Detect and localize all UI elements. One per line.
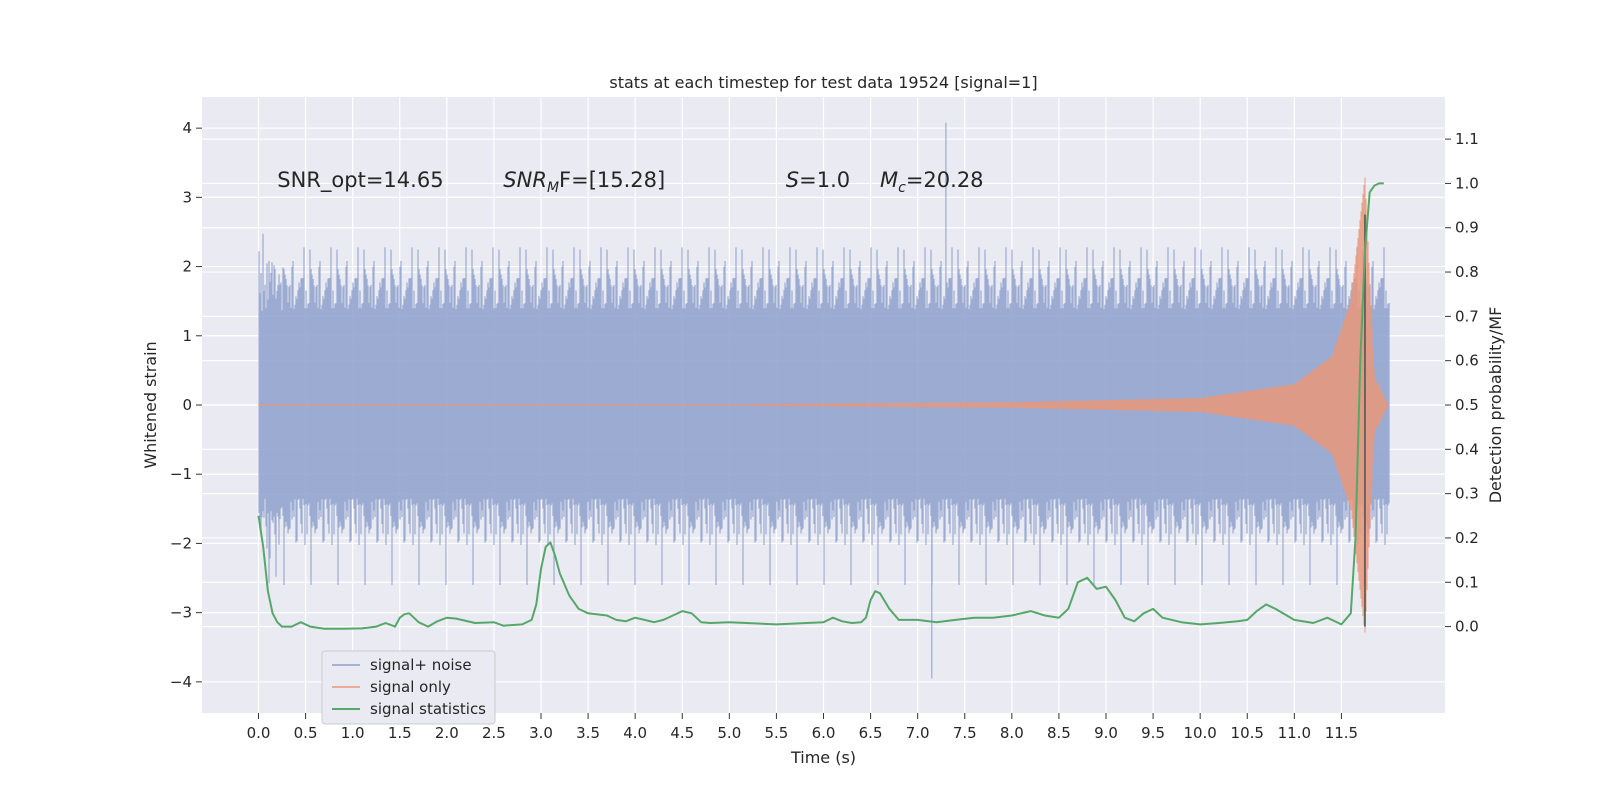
annotations: SNR_opt=14.65 SNRMF=[15.28] S=1.0 Mc=20.…	[277, 168, 983, 196]
x-axis-ticks: 0.0 0.5 1.0 1.5 2.0 2.5 3.0 3.5 4.0 4.5 5.0 5.5 6.0 6…	[247, 713, 1358, 742]
legend-box	[321, 650, 496, 725]
y-left-tick-label: −2	[170, 534, 192, 552]
annotation-mc-sub: c	[898, 180, 906, 196]
series-signal-statistics	[257, 182, 1384, 630]
x-tick-label: 2.5	[482, 724, 506, 742]
x-tick-label: 6.5	[859, 724, 883, 742]
signal-only-trace	[258, 177, 1390, 633]
x-tick-label: 11.0	[1278, 724, 1311, 742]
x-axis-label: Time (s)	[790, 748, 856, 767]
y-left-tick-label: −4	[170, 673, 192, 691]
legend: signal+ noise signal only signal statist…	[321, 650, 496, 725]
y-left-tick-label: 3	[182, 188, 192, 206]
y-left-tick-label: 4	[182, 119, 192, 137]
y-right-tick-label: 0.8	[1455, 263, 1479, 281]
y-left-tick-label: −3	[170, 604, 192, 622]
y-axis-right-label: Detection probability/MF	[1486, 307, 1505, 504]
annotation-snr-mf-sub: M	[547, 180, 559, 196]
y-left-tick-label: 2	[182, 258, 192, 276]
legend-label-signal-only: signal only	[370, 678, 451, 696]
annotation-s-main: S	[786, 168, 799, 192]
y-right-tick-label: 0.2	[1455, 529, 1479, 547]
x-tick-label: 6.0	[812, 724, 836, 742]
legend-label-signal-plus-noise: signal+ noise	[370, 656, 472, 674]
annotation-s-rest: =1.0	[799, 168, 850, 192]
x-tick-label: 7.5	[953, 724, 977, 742]
signal-statistics-line	[257, 182, 1384, 630]
x-tick-label: 0.5	[294, 724, 318, 742]
annotation-s: S=1.0	[786, 168, 850, 192]
x-tick-label: 7.0	[906, 724, 930, 742]
y-left-tick-label: −1	[170, 465, 192, 483]
annotation-mc: Mc=20.28	[880, 168, 984, 196]
x-tick-label: 5.0	[717, 724, 741, 742]
x-tick-label: 10.0	[1183, 724, 1216, 742]
annotation-snr-mf-main: SNR	[503, 168, 547, 192]
annotation-snr-mf-rest: F=[15.28]	[559, 168, 665, 192]
x-tick-label: 3.5	[576, 724, 600, 742]
annotation-snr-mf: SNRMF=[15.28]	[503, 168, 665, 196]
x-tick-label: 9.5	[1141, 724, 1165, 742]
x-tick-label: 8.5	[1047, 724, 1071, 742]
x-tick-label: 0.0	[247, 724, 271, 742]
y-right-tick-label: 0.5	[1455, 396, 1479, 414]
x-tick-label: 4.0	[623, 724, 647, 742]
series-signal-only	[258, 177, 1390, 633]
y-right-tick-label: 0.1	[1455, 573, 1479, 591]
annotation-mc-main: M	[880, 168, 898, 192]
x-tick-label: 1.0	[341, 724, 365, 742]
x-tick-label: 5.5	[764, 724, 788, 742]
y-right-tick-label: 0.0	[1455, 618, 1479, 636]
y-right-tick-label: 0.9	[1455, 219, 1479, 237]
y-axis-left-label: Whitened strain	[141, 341, 160, 468]
y-right-tick-label: 0.6	[1455, 352, 1479, 370]
annotation-mc-rest: =20.28	[906, 168, 984, 192]
x-tick-label: 10.5	[1231, 724, 1264, 742]
x-tick-label: 2.0	[435, 724, 459, 742]
y-left-tick-label: 0	[182, 396, 192, 414]
y-right-tick-label: 0.7	[1455, 307, 1479, 325]
y-axis-right-ticks: 1.1 1.0 0.9 0.8 0.7 0.6 0.5 0.4 0.3 0.2 0.1 0.0	[1445, 130, 1479, 636]
annotation-snr-opt: SNR_opt=14.65	[277, 168, 443, 193]
x-tick-label: 3.0	[529, 724, 553, 742]
x-tick-label: 8.0	[1000, 724, 1024, 742]
x-tick-label: 9.0	[1094, 724, 1118, 742]
y-right-tick-label: 1.0	[1455, 174, 1479, 192]
y-right-tick-label: 0.3	[1455, 485, 1479, 503]
x-tick-label: 4.5	[670, 724, 694, 742]
y-right-tick-label: 0.4	[1455, 440, 1479, 458]
y-axis-left-ticks: 4 3 2 1 0 −1 −2 −3 −4	[170, 119, 202, 691]
x-tick-label: 1.5	[388, 724, 412, 742]
x-tick-label: 11.5	[1325, 724, 1358, 742]
y-right-tick-label: 1.1	[1455, 130, 1479, 148]
y-left-tick-label: 1	[182, 327, 192, 345]
legend-label-signal-statistics: signal statistics	[370, 700, 486, 718]
chart-title: stats at each timestep for test data 195…	[609, 73, 1037, 92]
